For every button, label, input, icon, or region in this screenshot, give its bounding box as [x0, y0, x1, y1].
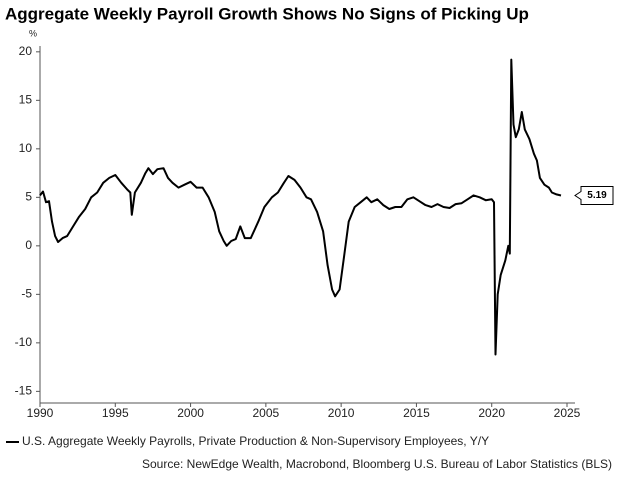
x-tick-label: 2000 [177, 406, 204, 420]
chart-title: Aggregate Weekly Payroll Growth Shows No… [5, 4, 529, 23]
x-tick-label: 1990 [27, 406, 54, 420]
series-line [39, 58, 562, 356]
y-tick-label: 15 [19, 92, 33, 106]
y-tick-label: 5 [25, 190, 32, 204]
legend-label: U.S. Aggregate Weekly Payrolls, Private … [22, 434, 489, 448]
source-note: Source: NewEdge Wealth, Macrobond, Bloom… [142, 457, 612, 471]
x-tick-label: 2010 [328, 406, 355, 420]
x-tick-label: 2005 [253, 406, 280, 420]
x-tick-label: 2015 [403, 406, 430, 420]
y-tick-label: 20 [19, 44, 33, 58]
y-tick-label: 10 [19, 141, 33, 155]
x-tick-label: 1995 [102, 406, 129, 420]
y-unit: % [29, 28, 37, 38]
y-tick-label: 0 [25, 238, 32, 252]
y-tick-label: -5 [21, 287, 32, 301]
x-tick-label: 2025 [554, 406, 581, 420]
x-tick-label: 2020 [478, 406, 505, 420]
y-tick-label: -15 [15, 384, 33, 398]
value-label: 5.19 [587, 190, 607, 201]
y-tick-label: -10 [15, 335, 33, 349]
value-callout [574, 185, 614, 205]
